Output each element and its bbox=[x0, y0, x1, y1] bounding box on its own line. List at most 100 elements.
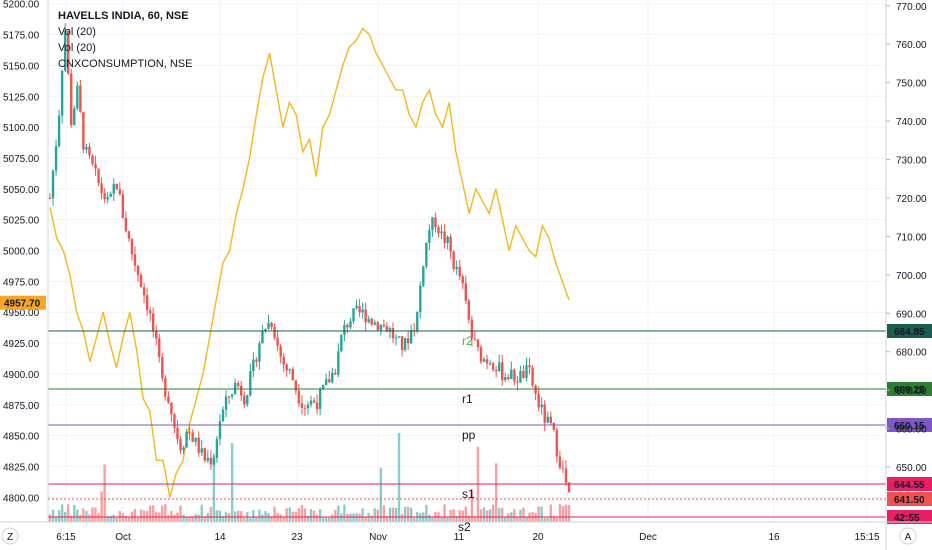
candle-body bbox=[482, 359, 486, 362]
candle-body bbox=[279, 345, 282, 357]
volume-bar bbox=[94, 507, 97, 522]
candle-body bbox=[212, 458, 216, 465]
timezone-button[interactable]: Z bbox=[1, 527, 19, 545]
candle-body bbox=[164, 378, 167, 397]
volume-bar bbox=[340, 513, 343, 522]
volume-bar bbox=[358, 513, 361, 522]
volume-bar bbox=[485, 510, 489, 522]
candle-body bbox=[321, 385, 325, 389]
time-axis-label: 16 bbox=[768, 532, 780, 543]
left-axis-tick-label: 5075.00 bbox=[3, 154, 40, 165]
volume-bar bbox=[267, 513, 270, 522]
pivot-levels: r2 684.85 r1 669.25 pp 660.15 s1 644.55 s2 42:55 6… bbox=[48, 324, 932, 534]
volume-bar bbox=[203, 516, 206, 522]
volume-bar bbox=[282, 516, 285, 522]
volume-bar bbox=[361, 508, 364, 522]
volume-bar bbox=[109, 515, 112, 522]
candle-body bbox=[440, 231, 443, 234]
candle-body bbox=[291, 369, 295, 381]
volume-bar bbox=[385, 516, 389, 522]
candle-body bbox=[264, 328, 267, 331]
candle-body bbox=[270, 322, 273, 327]
volume-bar bbox=[400, 514, 404, 522]
candle-body bbox=[334, 372, 337, 375]
candle-body bbox=[534, 385, 537, 394]
volume-bar bbox=[507, 513, 510, 522]
volume-bar bbox=[425, 504, 428, 522]
volume-bar bbox=[88, 514, 91, 522]
volume-bar bbox=[167, 515, 170, 522]
candle-body bbox=[485, 359, 489, 364]
volume-bar bbox=[179, 505, 182, 522]
volume-bar bbox=[334, 510, 337, 522]
left-axis-tick-label: 4925.00 bbox=[3, 339, 40, 350]
volume-bar bbox=[549, 504, 552, 522]
time-axis-label: Dec bbox=[639, 532, 657, 543]
volume-bar bbox=[346, 513, 349, 522]
left-axis-tick-label: 4975.00 bbox=[3, 277, 40, 288]
candle-body bbox=[112, 183, 115, 194]
volume-bar bbox=[379, 467, 383, 522]
pivot-label-r2: r2 bbox=[462, 334, 473, 348]
volume-bar bbox=[57, 510, 61, 522]
chart-legend: HAVELLS INDIA, 60, NSE Vol (20) Vol (20)… bbox=[58, 10, 192, 70]
candle-body bbox=[182, 447, 185, 451]
volume-bar bbox=[279, 514, 282, 522]
volume-bar bbox=[403, 506, 407, 522]
candle-body bbox=[409, 330, 413, 344]
candle-body bbox=[203, 448, 206, 461]
candle-body bbox=[227, 396, 231, 398]
volume-bar bbox=[318, 509, 322, 522]
volume-bar bbox=[197, 514, 200, 522]
legend-vol-2[interactable]: Vol (20) bbox=[58, 42, 96, 54]
candle-body bbox=[355, 305, 358, 309]
candle-body bbox=[249, 371, 252, 396]
pivot-label-s2: s2 bbox=[458, 520, 471, 534]
candle-body bbox=[346, 324, 349, 328]
right-axis-tick-label: 700.00 bbox=[896, 271, 927, 282]
candle-body bbox=[67, 31, 70, 74]
candle-body bbox=[376, 322, 379, 331]
auto-scale-button-label: A bbox=[905, 532, 912, 543]
volume-bar bbox=[382, 505, 386, 522]
volume-bar bbox=[100, 491, 103, 522]
volume-bar bbox=[397, 432, 401, 522]
candle-body bbox=[118, 189, 122, 195]
candle-body bbox=[258, 343, 261, 362]
candle-body bbox=[352, 308, 355, 322]
volume-bar bbox=[455, 516, 458, 522]
pivot-price-tag-label-s2: 42:55 bbox=[894, 513, 920, 524]
volume-bar bbox=[73, 505, 76, 522]
volume-bar bbox=[482, 507, 486, 522]
legend-overlay-symbol[interactable]: CNXCONSUMPTION, NSE bbox=[58, 58, 192, 70]
volume-bar bbox=[467, 515, 471, 522]
candle-body bbox=[501, 362, 504, 381]
candle-body bbox=[88, 146, 91, 156]
volume-bar bbox=[67, 504, 70, 522]
volume-bar bbox=[413, 517, 416, 522]
volume-bar bbox=[537, 506, 540, 522]
volume-bar bbox=[297, 508, 301, 522]
candle-body bbox=[209, 457, 213, 465]
volume-bar bbox=[209, 506, 213, 522]
candle-body bbox=[261, 330, 264, 344]
candle-body bbox=[558, 456, 562, 468]
candle-body bbox=[552, 422, 556, 430]
candlesticks bbox=[48, 23, 571, 493]
time-axis-label: 11 bbox=[454, 532, 465, 543]
volume-bar bbox=[139, 509, 143, 522]
candle-body bbox=[294, 380, 298, 391]
pivot-price-tag-pp bbox=[887, 418, 932, 432]
overlay-current-tag bbox=[0, 295, 46, 310]
volume-bar bbox=[558, 504, 562, 522]
volume-bar bbox=[355, 513, 358, 522]
legend-vol-1[interactable]: Vol (20) bbox=[58, 26, 96, 38]
candle-body bbox=[276, 337, 279, 346]
volume-bar bbox=[561, 506, 565, 522]
left-axis-tick-label: 5025.00 bbox=[3, 216, 40, 227]
auto-scale-button[interactable]: A bbox=[899, 527, 917, 545]
candle-body bbox=[158, 338, 161, 357]
candle-body bbox=[358, 305, 361, 313]
